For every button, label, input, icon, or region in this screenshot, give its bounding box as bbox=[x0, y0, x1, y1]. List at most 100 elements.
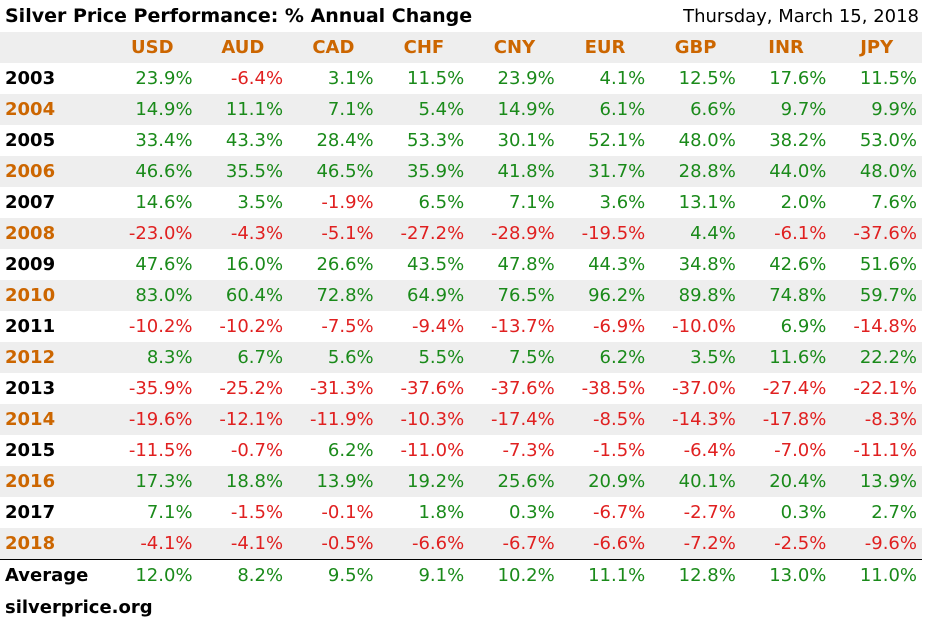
value-cell-chf: 43.5% bbox=[407, 254, 465, 275]
value-cell-eur: 44.3% bbox=[588, 254, 646, 275]
value-cell-usd: -23.0% bbox=[107, 218, 198, 249]
value-cell-gbp: 12.8% bbox=[650, 559, 741, 591]
value-cell-jpy: 13.9% bbox=[831, 466, 922, 497]
value-cell-cad: -0.5% bbox=[288, 528, 379, 560]
value-cell-chf: 53.3% bbox=[407, 130, 465, 151]
value-cell-eur: 11.1% bbox=[559, 559, 651, 591]
value-cell-chf: -6.6% bbox=[378, 528, 470, 560]
value-cell-gbp: 89.8% bbox=[650, 280, 741, 311]
value-cell-cny: 23.9% bbox=[497, 68, 555, 89]
value-cell-chf: 9.1% bbox=[378, 559, 470, 591]
value-cell-cad: 13.9% bbox=[288, 466, 379, 497]
year-label: 2016 bbox=[0, 466, 107, 497]
value-cell-cny: 14.9% bbox=[469, 94, 560, 125]
value-cell-gbp: -10.0% bbox=[672, 316, 736, 337]
value-cell-gbp: -37.0% bbox=[672, 378, 736, 399]
column-header-aud: AUD bbox=[197, 32, 289, 63]
value-cell-jpy: -37.6% bbox=[831, 218, 922, 249]
value-cell-jpy: 7.6% bbox=[871, 192, 917, 213]
value-cell-inr: 38.2% bbox=[769, 130, 827, 151]
year-label: 2008 bbox=[0, 218, 107, 249]
header: Silver Price Performance: % Annual Chang… bbox=[0, 0, 945, 32]
year-label: 2004 bbox=[0, 94, 107, 125]
value-cell-cny: -28.9% bbox=[469, 218, 560, 249]
value-cell-eur: -19.5% bbox=[559, 218, 651, 249]
value-cell-eur: 6.2% bbox=[559, 342, 651, 373]
table-row: 2004 14.9% 11.1% 7.1% 5.4% 14.9% 6.1% 6.6% 9.7% 9… bbox=[0, 94, 922, 125]
column-header-cny: CNY bbox=[469, 32, 560, 63]
year-label: 2011 bbox=[5, 316, 56, 337]
value-cell-usd: 33.4% bbox=[135, 130, 193, 151]
value-cell-jpy: 9.9% bbox=[831, 94, 922, 125]
value-cell-inr: -6.1% bbox=[740, 218, 832, 249]
value-cell-usd: -4.1% bbox=[107, 528, 198, 560]
value-cell-inr: -27.4% bbox=[762, 378, 827, 399]
value-cell-aud: 11.1% bbox=[197, 94, 289, 125]
value-cell-cad: 72.8% bbox=[288, 280, 379, 311]
table-row: 2018 -4.1% -4.1% -0.5% -6.6% -6.7% -6.6% -7.2% -… bbox=[0, 528, 922, 560]
value-cell-cad: -0.1% bbox=[321, 502, 374, 523]
year-label: 2010 bbox=[0, 280, 107, 311]
column-header-eur: EUR bbox=[559, 32, 651, 63]
value-cell-inr: 0.3% bbox=[780, 502, 827, 523]
value-cell-gbp: 3.5% bbox=[650, 342, 741, 373]
value-cell-inr: -17.8% bbox=[740, 404, 832, 435]
value-cell-chf: 64.9% bbox=[378, 280, 470, 311]
value-cell-aud: 60.4% bbox=[197, 280, 289, 311]
value-cell-inr: -2.5% bbox=[740, 528, 832, 560]
value-cell-eur: 6.1% bbox=[559, 94, 651, 125]
value-cell-eur: 20.9% bbox=[559, 466, 651, 497]
table-body: 2003 23.9% -6.4% 3.1% 11.5% 23.9% 4.1% 12.5% 17.… bbox=[0, 63, 922, 591]
column-header-gbp: GBP bbox=[650, 32, 741, 63]
year-label: 2012 bbox=[0, 342, 107, 373]
value-cell-gbp: 13.1% bbox=[678, 192, 736, 213]
table-row: 2017 7.1% -1.5% -0.1% 1.8% 0.3% -6.7% -2.7% 0.3%… bbox=[0, 497, 922, 528]
value-cell-cad: -31.3% bbox=[309, 378, 374, 399]
value-cell-chf: -9.4% bbox=[411, 316, 465, 337]
value-cell-jpy: -14.8% bbox=[853, 316, 917, 337]
value-cell-jpy: -11.1% bbox=[853, 440, 917, 461]
value-cell-jpy: 48.0% bbox=[831, 156, 922, 187]
value-cell-jpy: 11.0% bbox=[831, 559, 922, 591]
table-row: 2006 46.6% 35.5% 46.5% 35.9% 41.8% 31.7% 28.8% 4… bbox=[0, 156, 922, 187]
value-cell-cad: -7.5% bbox=[321, 316, 374, 337]
year-label: 2006 bbox=[0, 156, 107, 187]
value-cell-chf: 1.8% bbox=[418, 502, 465, 523]
value-cell-gbp: -6.4% bbox=[683, 440, 736, 461]
value-cell-chf: 6.5% bbox=[418, 192, 465, 213]
value-cell-chf: 5.5% bbox=[378, 342, 470, 373]
value-cell-aud: 16.0% bbox=[225, 254, 284, 275]
value-cell-aud: 35.5% bbox=[197, 156, 289, 187]
value-cell-cny: 41.8% bbox=[469, 156, 560, 187]
value-cell-cad: 26.6% bbox=[316, 254, 374, 275]
column-header-chf: CHF bbox=[378, 32, 470, 63]
value-cell-gbp: 34.8% bbox=[678, 254, 736, 275]
year-label: 2005 bbox=[5, 130, 56, 151]
table-row: 2010 83.0% 60.4% 72.8% 64.9% 76.5% 96.2% 89.8% 7… bbox=[0, 280, 922, 311]
value-cell-chf: -27.2% bbox=[378, 218, 470, 249]
value-cell-gbp: 28.8% bbox=[650, 156, 741, 187]
value-cell-gbp: 48.0% bbox=[678, 130, 736, 151]
table-row: 2008 -23.0% -4.3% -5.1% -27.2% -28.9% -19.5% 4.… bbox=[0, 218, 922, 249]
value-cell-aud: -4.1% bbox=[197, 528, 289, 560]
column-header-inr: INR bbox=[740, 32, 832, 63]
value-cell-jpy: 51.6% bbox=[859, 254, 917, 275]
year-label: 2014 bbox=[0, 404, 107, 435]
value-cell-cny: 30.1% bbox=[497, 130, 555, 151]
value-cell-cny: 47.8% bbox=[497, 254, 555, 275]
value-cell-gbp: 4.4% bbox=[650, 218, 741, 249]
value-cell-gbp: 40.1% bbox=[650, 466, 741, 497]
value-cell-usd: 8.3% bbox=[107, 342, 198, 373]
value-cell-gbp: -2.7% bbox=[683, 502, 736, 523]
table-row: 2015 -11.5% -0.7% 6.2% -11.0% -7.3% -1.5% -6.4%… bbox=[0, 435, 922, 466]
value-cell-aud: 6.7% bbox=[197, 342, 289, 373]
value-cell-jpy: 11.5% bbox=[859, 68, 917, 89]
value-cell-cad: 6.2% bbox=[327, 440, 374, 461]
value-cell-cny: -7.3% bbox=[502, 440, 555, 461]
value-cell-jpy: -22.1% bbox=[853, 378, 917, 399]
value-cell-usd: 23.9% bbox=[135, 68, 193, 89]
table-row: 2011 -10.2% -10.2% -7.5% -9.4% -13.7% -6.9% -10… bbox=[0, 311, 922, 342]
value-cell-inr: 9.7% bbox=[740, 94, 832, 125]
value-cell-cny: -17.4% bbox=[469, 404, 560, 435]
value-cell-cny: -6.7% bbox=[469, 528, 560, 560]
